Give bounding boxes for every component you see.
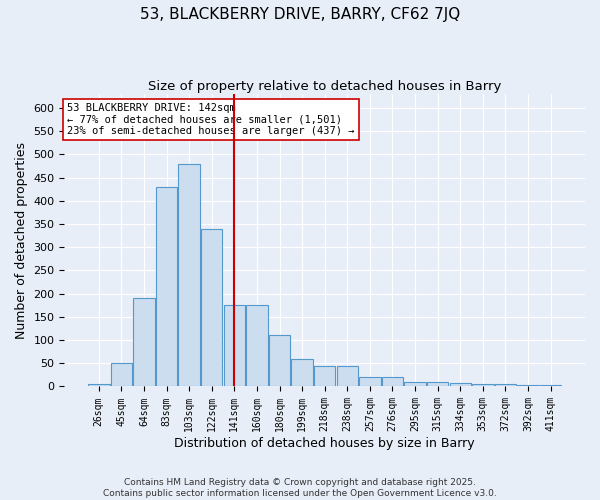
Bar xyxy=(178,164,200,386)
X-axis label: Distribution of detached houses by size in Barry: Distribution of detached houses by size … xyxy=(175,437,475,450)
Bar xyxy=(427,382,448,386)
Bar xyxy=(224,306,245,386)
Bar xyxy=(110,364,132,386)
Bar xyxy=(337,366,358,386)
Bar xyxy=(314,366,335,386)
Bar xyxy=(359,377,380,386)
Bar xyxy=(472,384,494,386)
Text: 53 BLACKBERRY DRIVE: 142sqm
← 77% of detached houses are smaller (1,501)
23% of : 53 BLACKBERRY DRIVE: 142sqm ← 77% of det… xyxy=(67,103,355,136)
Bar xyxy=(517,385,539,386)
Bar xyxy=(269,336,290,386)
Title: Size of property relative to detached houses in Barry: Size of property relative to detached ho… xyxy=(148,80,502,93)
Bar xyxy=(246,306,268,386)
Bar xyxy=(404,382,426,386)
Bar xyxy=(494,384,516,386)
Bar xyxy=(382,377,403,386)
Bar xyxy=(133,298,155,386)
Bar xyxy=(540,385,562,386)
Bar xyxy=(88,384,110,386)
Bar xyxy=(292,358,313,386)
Y-axis label: Number of detached properties: Number of detached properties xyxy=(15,142,28,339)
Bar xyxy=(449,383,471,386)
Bar xyxy=(201,228,223,386)
Text: 53, BLACKBERRY DRIVE, BARRY, CF62 7JQ: 53, BLACKBERRY DRIVE, BARRY, CF62 7JQ xyxy=(140,8,460,22)
Bar xyxy=(156,187,177,386)
Text: Contains HM Land Registry data © Crown copyright and database right 2025.
Contai: Contains HM Land Registry data © Crown c… xyxy=(103,478,497,498)
